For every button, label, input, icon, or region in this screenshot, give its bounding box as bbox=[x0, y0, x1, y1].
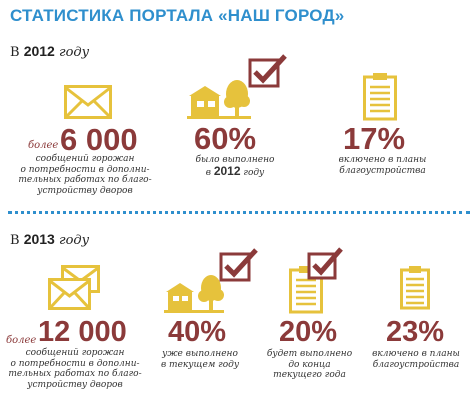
caption-line: сообщений горожан bbox=[35, 154, 135, 164]
stat-value: 23% bbox=[386, 316, 445, 348]
stat-prefix: более bbox=[28, 140, 59, 151]
stat-caption: было выполнено в 2012 году bbox=[180, 155, 290, 178]
caption-line: о потребности в дополни- bbox=[20, 164, 150, 175]
stat-value: 60% bbox=[194, 121, 257, 156]
caption-line: устройству дворов bbox=[27, 379, 123, 390]
stat-value: 12 000 bbox=[38, 316, 127, 348]
caption-line: в 2012 году bbox=[180, 163, 290, 179]
caption-line: уже выполнено bbox=[162, 349, 238, 359]
page-title: СТАТИСТИКА ПОРТАЛА «НАШ ГОРОД» bbox=[10, 6, 345, 25]
caption-line: о потребности в дополни- bbox=[10, 358, 140, 369]
year-suffix: году bbox=[59, 233, 90, 248]
clipboard-icon bbox=[363, 73, 397, 121]
caption-line: благоустройства bbox=[372, 359, 460, 370]
caption-line: до конца bbox=[288, 359, 331, 370]
stat-value: 40% bbox=[168, 316, 227, 348]
stat-caption: сообщений горожан о потребности в дополн… bbox=[0, 348, 150, 390]
year-value: 2013 bbox=[23, 231, 55, 247]
caption-line: было выполнено bbox=[195, 155, 275, 165]
stat-value: 20% bbox=[279, 316, 338, 348]
house-tree-check-icon bbox=[187, 54, 287, 119]
stat-caption: включено в планы благоустройства bbox=[360, 349, 472, 370]
caption-line: в текущем году bbox=[160, 359, 240, 370]
envelopes-icon bbox=[48, 265, 100, 310]
caption-prefix: в bbox=[205, 167, 211, 178]
caption-suffix: году bbox=[243, 167, 265, 178]
house-tree-check-icon bbox=[164, 248, 258, 313]
year-prefix: В bbox=[10, 233, 20, 248]
section-2012-heading: В 2012 году bbox=[10, 43, 89, 60]
year-value: 2012 bbox=[23, 43, 55, 59]
caption-line: текущего года bbox=[273, 370, 346, 380]
stat-caption: будет выполнено до конца текущего года bbox=[262, 349, 357, 381]
caption-line: включено в планы bbox=[372, 349, 460, 359]
caption-line: благоустройства bbox=[339, 165, 426, 176]
stat-value: 6 000 bbox=[60, 122, 138, 157]
clipboard-check-icon bbox=[289, 247, 343, 314]
stat-caption: сообщений горожан о потребности в дополн… bbox=[10, 154, 160, 196]
caption-line: тельных работах по благо- bbox=[18, 175, 152, 185]
stat-caption: включено в планы благоустройства bbox=[325, 155, 440, 176]
year-suffix: году bbox=[59, 45, 90, 60]
stat-prefix: более bbox=[6, 335, 37, 346]
caption-line: тельных работах по благо- bbox=[8, 369, 142, 379]
section-2013-heading: В 2013 году bbox=[10, 231, 89, 248]
year-prefix: В bbox=[10, 45, 20, 60]
caption-year: 2012 bbox=[213, 163, 241, 178]
stat-caption: уже выполнено в текущем году bbox=[150, 349, 250, 370]
clipboard-icon bbox=[400, 266, 430, 310]
caption-line: сообщений горожан bbox=[25, 348, 125, 358]
caption-line: устройству дворов bbox=[37, 185, 133, 196]
stat-value: 17% bbox=[343, 121, 406, 156]
caption-line: включено в планы bbox=[338, 155, 427, 165]
section-divider bbox=[8, 211, 470, 214]
caption-line: будет выполнено bbox=[266, 349, 353, 359]
envelope-icon bbox=[64, 85, 112, 119]
